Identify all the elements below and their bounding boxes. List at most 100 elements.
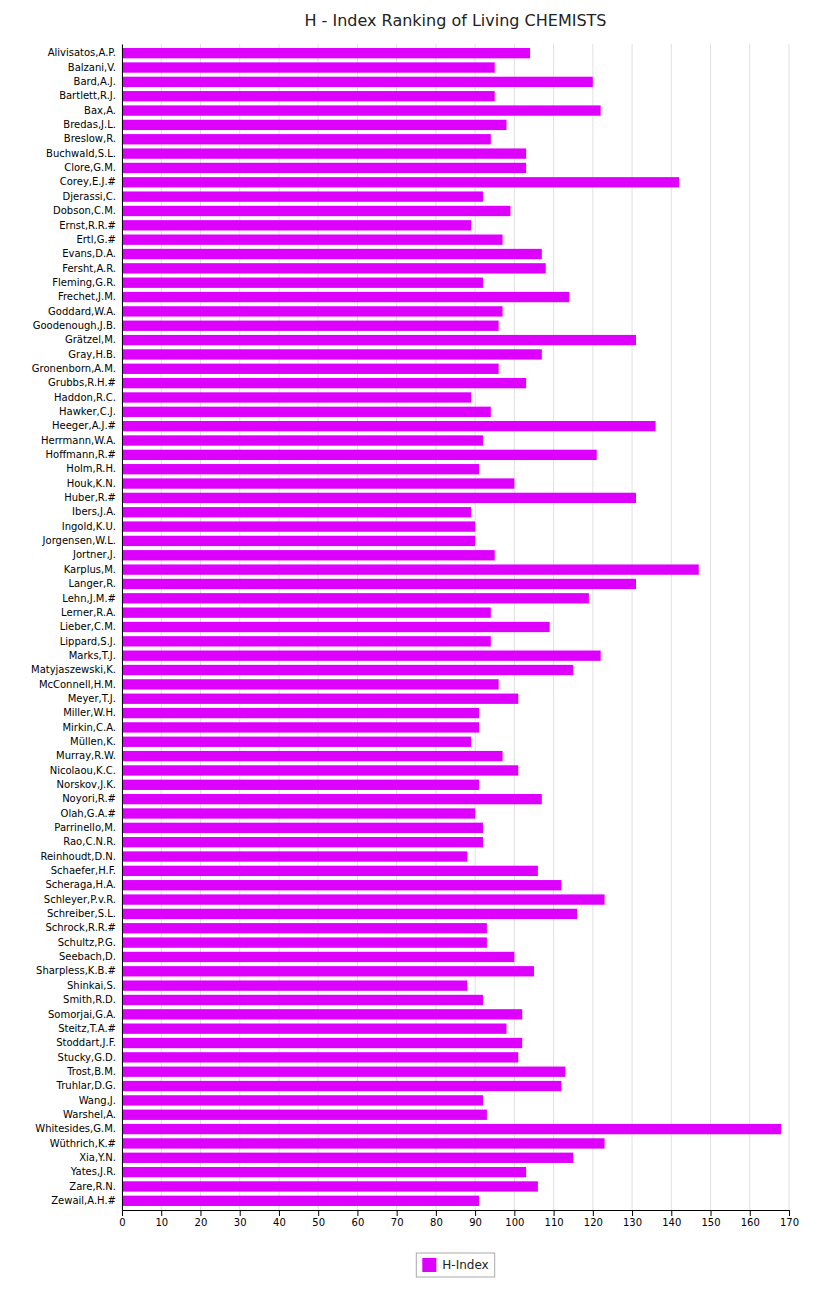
tick-label: Olah,G.A.# — [61, 808, 116, 819]
y-tick: Grätzel,M. — [65, 334, 122, 345]
bar — [122, 923, 487, 933]
tick-label: Schleyer,P.v.R. — [44, 894, 116, 905]
tick-label: Clore,G.M. — [64, 162, 116, 173]
x-tick: 10 — [155, 1210, 168, 1228]
tick-mark — [750, 1210, 751, 1216]
tick-label: Wang,J. — [79, 1095, 116, 1106]
tick-label: Haddon,R.C. — [54, 392, 116, 403]
tick-label: Jortner,J. — [72, 549, 116, 560]
y-tick: Wang,J. — [79, 1095, 122, 1106]
tick-label: Lippard,S.J. — [60, 636, 116, 647]
bar — [122, 464, 479, 474]
bar — [122, 636, 491, 646]
bar — [122, 235, 503, 245]
bar — [122, 579, 636, 589]
x-tick: 160 — [741, 1210, 760, 1228]
tick-label: Goddard,W.A. — [48, 306, 116, 317]
bar — [122, 866, 538, 876]
y-tick: Breslow,R. — [64, 133, 122, 144]
y-tick: Schaefer,H.F. — [51, 865, 122, 876]
bar — [122, 206, 510, 216]
bar — [122, 1110, 487, 1120]
tick-label: Karplus,M. — [64, 564, 116, 575]
y-tick: Stucky,G.D. — [58, 1052, 122, 1063]
bar — [122, 407, 491, 417]
tick-mark — [357, 1210, 358, 1216]
bar — [122, 751, 503, 761]
bar — [122, 478, 514, 488]
y-tick: Lieber,C.M. — [60, 621, 122, 632]
tick-label: Nicolaou,K.C. — [50, 765, 116, 776]
tick-label: Whitesides,G.M. — [35, 1123, 116, 1134]
bar — [122, 780, 479, 790]
tick-label: Holm,R.H. — [66, 463, 116, 474]
bar — [122, 105, 601, 115]
tick-label: Grubbs,R.H.# — [48, 377, 116, 388]
tick-label: Zare,R.N. — [69, 1181, 116, 1192]
tick-label: Wüthrich,K.# — [50, 1138, 116, 1149]
chart-svg: 0102030405060708090100110120130140150160… — [0, 0, 819, 1300]
bar — [122, 794, 542, 804]
y-tick: Houk,K.N. — [67, 478, 122, 489]
tick-label: Seebach,D. — [59, 951, 116, 962]
tick-label: Shinkai,S. — [67, 980, 116, 991]
bar — [122, 163, 526, 173]
bar — [122, 1196, 479, 1206]
bar — [122, 1124, 781, 1134]
y-tick: Grubbs,R.H.# — [48, 377, 122, 388]
bar — [122, 177, 679, 187]
tick-label: 110 — [545, 1217, 564, 1228]
tick-mark — [436, 1210, 437, 1216]
tick-label: 170 — [780, 1217, 799, 1228]
tick-label: Müllen,K. — [70, 736, 116, 747]
x-tick: 20 — [195, 1210, 208, 1228]
bar — [122, 1052, 518, 1062]
tick-label: McConnell,H.M. — [39, 679, 116, 690]
tick-label: Lehn,J.M.# — [62, 593, 116, 604]
y-tick: Buchwald,S.L. — [46, 148, 122, 159]
tick-label: Sharpless,K.B.# — [36, 965, 116, 976]
tick-label: Breslow,R. — [64, 133, 116, 144]
tick-label: 130 — [623, 1217, 642, 1228]
y-tick: Somorjai,G.A. — [48, 1009, 122, 1020]
y-tick: Alivisatos,A.P. — [48, 47, 122, 58]
bar — [122, 249, 542, 259]
y-tick: Trost,B.M. — [66, 1066, 122, 1077]
y-tick: Yates,J.R. — [70, 1166, 122, 1177]
y-tick: Müllen,K. — [70, 736, 122, 747]
tick-label: Hawker,C.J. — [59, 406, 116, 417]
y-tick: Corey,E.J.# — [60, 176, 122, 187]
grid-line — [632, 44, 633, 1210]
y-tick: Norskov,J.K. — [57, 779, 122, 790]
grid — [122, 44, 789, 1210]
tick-label: Ernst,R.R.# — [59, 220, 116, 231]
y-tick: Djerassi,C. — [63, 191, 122, 202]
tick-label: Corey,E.J.# — [60, 176, 116, 187]
bar — [122, 507, 471, 517]
bar — [122, 48, 530, 58]
y-tick: Bredas,J.L. — [63, 119, 122, 130]
tick-label: Meyer,T.J. — [68, 693, 116, 704]
tick-mark — [711, 1210, 712, 1216]
tick-label: Murray,R.W. — [56, 750, 116, 761]
y-tick: Meyer,T.J. — [68, 693, 122, 704]
tick-label: Gray,H.B. — [68, 349, 116, 360]
tick-label: 100 — [505, 1217, 524, 1228]
tick-mark — [789, 1210, 790, 1216]
bar — [122, 593, 589, 603]
x-tick: 80 — [430, 1210, 443, 1228]
tick-label: 90 — [469, 1217, 482, 1228]
y-tick: Shinkai,S. — [67, 980, 122, 991]
tick-label: Scheraga,H.A. — [45, 879, 116, 890]
bar — [122, 450, 597, 460]
tick-mark — [318, 1210, 319, 1216]
legend-label: H-Index — [442, 1258, 488, 1272]
tick-label: Dobson,C.M. — [53, 205, 116, 216]
bar — [122, 1181, 538, 1191]
y-tick: Zare,R.N. — [69, 1181, 122, 1192]
bar — [122, 851, 467, 861]
y-tick: Langer,R. — [68, 578, 122, 589]
y-tick: Schrock,R.R.# — [45, 922, 122, 933]
bar — [122, 966, 534, 976]
chart-title: H - Index Ranking of Living CHEMISTS — [305, 11, 607, 30]
